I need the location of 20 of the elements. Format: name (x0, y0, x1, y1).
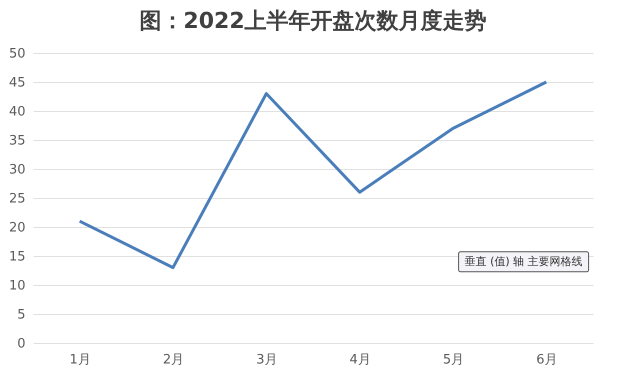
y-tick-label: 35 (8, 134, 26, 148)
y-tick-label: 40 (8, 104, 26, 120)
x-tick-label: 1月 (70, 352, 91, 368)
y-tick-label: 20 (8, 220, 26, 236)
y-tick-label: 5 (17, 308, 26, 322)
chart-title: 图：2022上半年开盘次数月度走势 (139, 8, 487, 34)
y-tick-label: 25 (8, 192, 26, 206)
x-tick-label: 5月 (442, 352, 464, 368)
x-tick-label: 3月 (256, 352, 278, 368)
x-tick-label: 2月 (162, 352, 184, 368)
y-tick-label: 45 (8, 76, 26, 90)
y-tick-label: 50 (8, 46, 26, 62)
x-tick-label: 4月 (350, 352, 371, 368)
y-tick-label: 15 (8, 250, 26, 264)
x-tick-label: 6月 (536, 352, 558, 368)
y-tick-label: 10 (8, 278, 26, 294)
y-tick-label: 30 (8, 162, 26, 178)
annotation: 垂直 (值) 轴 主要网格线 (464, 254, 583, 268)
y-tick-label: 0 (17, 336, 26, 352)
line-series (78, 80, 548, 270)
